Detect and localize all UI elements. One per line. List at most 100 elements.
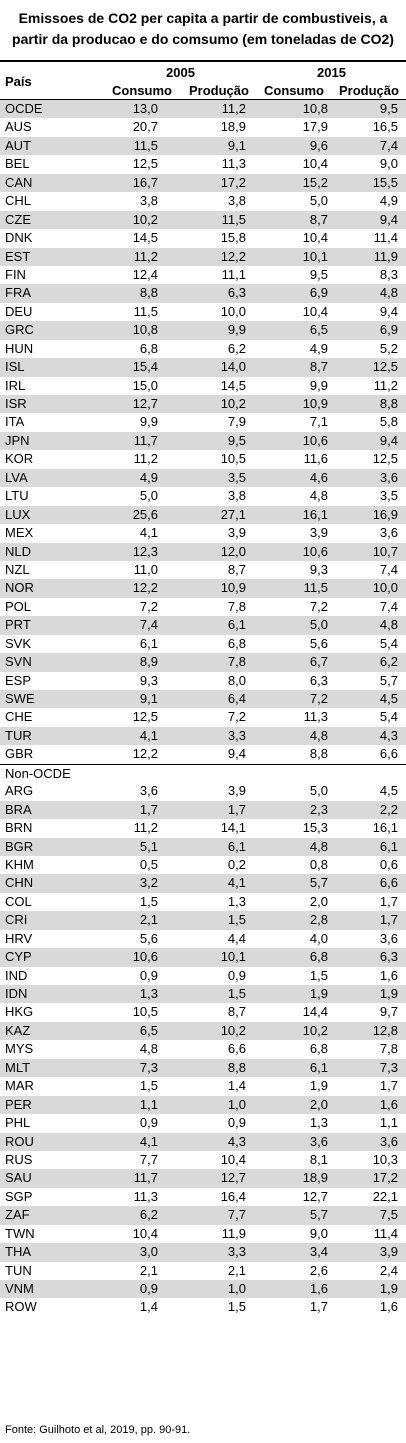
country-code-cell: PRT — [5, 617, 31, 633]
producao-2005-cell: 10,5 — [220, 451, 246, 467]
consumo-2015-cell: 6,8 — [309, 1041, 328, 1057]
consumo-2005-cell: 6,5 — [139, 1022, 158, 1038]
consumo-2005-cell: 1,1 — [139, 1096, 158, 1112]
country-code-cell: MAR — [5, 1078, 34, 1094]
consumo-2015-cell: 2,0 — [309, 893, 328, 909]
consumo-2005-cell: 10,4 — [132, 1225, 158, 1241]
table-row: TUR 4,1 3,3 4,8 4,3 — [0, 726, 406, 746]
consumo-2015-cell: 6,3 — [309, 672, 328, 688]
table-row: LUX 25,6 27,1 16,1 16,9 — [0, 505, 406, 525]
producao-2005-cell: 12,7 — [220, 1170, 246, 1186]
consumo-2015-cell: 7,2 — [309, 598, 328, 614]
producao-2005-cell: 14,1 — [220, 820, 246, 836]
consumo-2005-cell: 15,0 — [132, 377, 158, 393]
country-code-cell: ISR — [5, 396, 27, 411]
consumo-2005-header: Consumo — [112, 83, 172, 98]
consumo-2005-cell: 10,2 — [132, 211, 158, 227]
producao-2015-cell: 0,6 — [379, 856, 398, 872]
consumo-2005-cell: 9,9 — [139, 414, 158, 430]
header-bottom-rule — [0, 99, 406, 100]
consumo-2005-cell: 15,4 — [132, 359, 158, 375]
consumo-2005-cell: 12,2 — [132, 746, 158, 762]
consumo-2015-cell: 6,1 — [309, 1059, 328, 1075]
country-code-cell: KHM — [5, 856, 34, 872]
producao-2015-cell: 9,7 — [379, 1004, 398, 1020]
table-row: CAN 16,7 17,2 15,2 15,5 — [0, 173, 406, 193]
country-code-cell: POL — [5, 598, 32, 614]
producao-2005-cell: 8,7 — [227, 1004, 246, 1020]
country-code-cell: ROU — [5, 1133, 34, 1149]
producao-2005-cell: 1,0 — [227, 1096, 246, 1112]
consumo-2015-cell: 17,9 — [302, 119, 328, 135]
table-row: BRA 1,7 1,7 2,3 2,2 — [0, 800, 406, 820]
country-code-cell: LTU — [5, 488, 29, 504]
table-row: NLD 12,3 12,0 10,6 10,7 — [0, 542, 406, 561]
producao-2015-cell: 1,9 — [379, 1281, 398, 1296]
consumo-2015-cell: 3,9 — [309, 525, 328, 541]
producao-2015-cell: 16,9 — [372, 506, 398, 522]
producao-2005-cell: 27,1 — [220, 506, 246, 522]
country-code-cell: OCDE — [5, 101, 43, 116]
consumo-2015-cell: 11,3 — [303, 709, 328, 725]
producao-2005-cell: 1,5 — [227, 912, 246, 928]
producao-2005-cell: 10,2 — [220, 1022, 246, 1038]
consumo-2015-cell: 9,9 — [309, 377, 328, 393]
producao-2005-cell: 1,5 — [227, 1299, 246, 1315]
table-row: SAU 11,7 12,7 18,9 17,2 — [0, 1169, 406, 1188]
producao-2005-cell: 10,9 — [220, 580, 246, 596]
producao-2015-cell: 5,4 — [379, 635, 398, 651]
producao-2015-cell: 10,7 — [372, 543, 398, 559]
producao-2015-cell: 3,6 — [379, 525, 398, 541]
consumo-2005-cell: 2,1 — [139, 912, 158, 928]
country-code-cell: HUN — [5, 340, 34, 356]
consumo-2015-cell: 15,3 — [302, 820, 328, 836]
producao-2005-cell: 3,9 — [227, 783, 246, 799]
country-code-cell: CRI — [5, 912, 28, 928]
producao-2005-cell: 10,1 — [220, 949, 246, 965]
producao-2015-cell: 1,6 — [379, 1096, 398, 1112]
consumo-2005-cell: 10,5 — [132, 1004, 158, 1020]
consumo-2005-cell: 4,9 — [139, 469, 158, 485]
producao-2005-cell: 7,9 — [227, 414, 246, 430]
consumo-2015-cell: 11,5 — [303, 580, 328, 596]
country-code-cell: SWE — [5, 691, 35, 706]
country-code-cell: HKG — [5, 1004, 34, 1020]
table-row: SGP 11,3 16,4 12,7 22,1 — [0, 1188, 406, 1206]
producao-2015-cell: 6,3 — [379, 949, 398, 965]
consumo-2005-cell: 3,8 — [139, 193, 158, 209]
consumo-2015-cell: 1,3 — [309, 1115, 328, 1131]
country-code-cell: GBR — [5, 746, 34, 762]
table-row: FIN 12,4 11,1 9,5 8,3 — [0, 266, 406, 284]
consumo-2015-cell: 6,9 — [309, 285, 328, 301]
consumo-2015-cell: 14,4 — [302, 1004, 328, 1020]
consumo-2015-cell: 6,7 — [309, 654, 328, 670]
producao-2005-cell: 6,1 — [227, 617, 246, 633]
consumo-2005-cell: 11,2 — [133, 248, 158, 264]
consumo-2015-header: Consumo — [264, 83, 324, 98]
producao-2015-cell: 11,4 — [373, 1225, 398, 1241]
table-row: IRL 15,0 14,5 9,9 11,2 — [0, 377, 406, 395]
producao-2005-cell: 7,8 — [227, 598, 246, 614]
producao-2005-cell: 0,2 — [227, 856, 246, 872]
producao-2015-cell: 3,6 — [379, 1133, 398, 1149]
table-row: HRV 5,6 4,4 4,0 3,6 — [0, 930, 406, 948]
producao-2015-cell: 3,5 — [379, 488, 398, 504]
table-row: IDN 1,3 1,5 1,9 1,9 — [0, 985, 406, 1004]
table-row: CHL 3,8 3,8 5,0 4,9 — [0, 192, 406, 210]
country-code-cell: KAZ — [5, 1022, 31, 1038]
table-row: LTU 5,0 3,8 4,8 3,5 — [0, 487, 406, 505]
producao-2005-cell: 3,3 — [227, 1244, 246, 1260]
producao-2005-cell: 11,5 — [221, 211, 246, 227]
producao-2015-cell: 9,4 — [379, 211, 398, 227]
producao-2015-cell: 6,9 — [379, 322, 398, 338]
consumo-2015-cell: 4,8 — [309, 727, 328, 743]
consumo-2005-cell: 4,1 — [139, 727, 158, 743]
country-code-cell: NOR — [5, 580, 34, 596]
consumo-2015-cell: 5,0 — [309, 193, 328, 209]
consumo-2005-cell: 1,5 — [139, 893, 158, 909]
non-oecd-group-label: Non-OCDE — [0, 763, 406, 782]
producao-2005-cell: 12,0 — [220, 543, 246, 559]
producao-2005-cell: 3,8 — [227, 488, 246, 504]
producao-2015-cell: 4,8 — [379, 285, 398, 301]
producao-2005-cell: 9,9 — [227, 322, 246, 338]
